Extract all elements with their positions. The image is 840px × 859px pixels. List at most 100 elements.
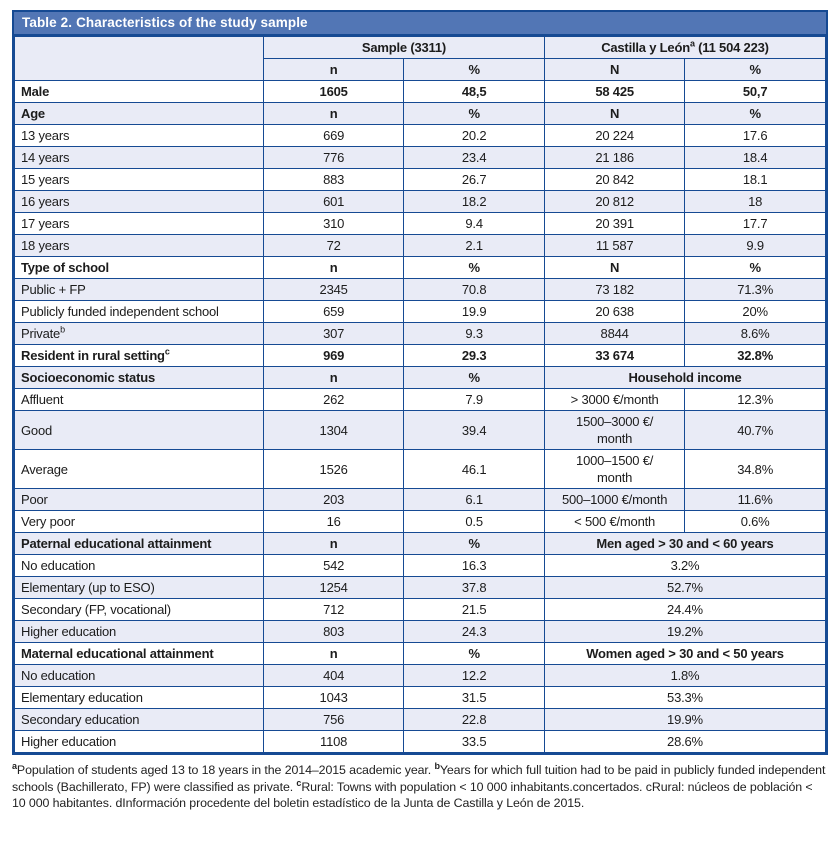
footnote-marker: c — [164, 346, 170, 357]
value-cell: n — [262, 366, 405, 389]
row-label: 15 years — [14, 168, 264, 191]
table-body: Male 1605 48,5 58 425 50,7 Age n% N% 13 years 669… — [14, 80, 827, 753]
span-value-cell: 53.3% — [543, 686, 827, 709]
table-row: Type of school n% N% — [14, 256, 826, 279]
span-value-cell: 19.9% — [543, 708, 827, 731]
value-cell: 542 — [262, 554, 405, 577]
value-cell: 16.3 — [403, 554, 545, 577]
value-cell: 72 — [262, 234, 405, 257]
value-cell: 7.9 — [403, 388, 545, 411]
value-cell: 9.9 — [684, 234, 826, 257]
region-total: (11 504 223) — [694, 40, 769, 55]
value-cell: % — [403, 532, 545, 555]
table-title: Table 2. Characteristics of the study sam… — [14, 12, 826, 36]
value-cell: % — [684, 102, 826, 125]
region-n-header: N — [543, 58, 686, 81]
region-pct-header: % — [684, 58, 826, 81]
row-label: Maternal educational attainment — [14, 642, 264, 665]
value-cell: 20 224 — [543, 124, 686, 147]
span-value-cell: Men aged > 30 and < 60 years — [543, 532, 827, 555]
value-cell: 22.8 — [403, 708, 545, 731]
table-row: Resident in rural settingc 969 29.3 33 674 3… — [14, 344, 826, 367]
value-cell: n — [262, 642, 405, 665]
value-cell: 9.3 — [403, 322, 545, 345]
span-value-cell: 1.8% — [543, 664, 827, 687]
table-row: Elementary (up to ESO) 1254 37.8 52.7% — [14, 576, 827, 599]
value-cell: 34.8% — [684, 449, 826, 489]
value-cell: 262 — [262, 388, 405, 411]
value-cell: 33 674 — [543, 344, 686, 367]
value-cell: n — [262, 102, 405, 125]
value-cell: 20 638 — [543, 300, 686, 323]
value-cell: 50,7 — [684, 80, 826, 103]
row-label: Affluent — [14, 388, 264, 411]
table-row: Higher education 803 24.3 19.2% — [14, 620, 827, 643]
value-cell: 1500–3000 €/month — [543, 410, 686, 450]
row-label: 13 years — [14, 124, 264, 147]
value-cell: 8.6% — [684, 322, 826, 345]
study-sample-table: Table 2. Characteristics of the study sam… — [12, 10, 828, 755]
value-cell: 18 — [684, 190, 826, 213]
footnote-marker: b — [434, 760, 440, 771]
value-cell: 307 — [262, 322, 405, 345]
value-cell: 20 812 — [543, 190, 686, 213]
row-label: 16 years — [14, 190, 264, 213]
value-cell: 48,5 — [403, 80, 545, 103]
value-cell: 24.3 — [403, 620, 545, 643]
value-cell: 1108 — [262, 730, 405, 753]
value-cell: % — [684, 256, 826, 279]
page: Table 2. Characteristics of the study sam… — [12, 10, 828, 811]
table-header: Sample (3311) Castilla y Leóna (11 504 2… — [14, 36, 827, 81]
value-cell: 46.1 — [403, 449, 545, 489]
row-label: Poor — [14, 488, 264, 511]
value-cell: 6.1 — [403, 488, 545, 511]
value-cell: 18.1 — [684, 168, 826, 191]
value-cell: 803 — [262, 620, 405, 643]
span-value-cell: 24.4% — [543, 598, 827, 621]
row-label: Age — [14, 102, 264, 125]
table-row: No education 542 16.3 3.2% — [14, 554, 827, 577]
table-title-text: Characteristics of the study sample — [76, 15, 308, 30]
value-cell: 0.6% — [684, 510, 826, 533]
table-row: 13 years 669 20.2 20 224 17.6 — [14, 124, 826, 147]
row-label: Average — [14, 449, 264, 489]
value-cell: 18.4 — [684, 146, 826, 169]
row-label: Paternal educational attainment — [14, 532, 264, 555]
value-cell: 58 425 — [543, 80, 686, 103]
footnote-marker: a — [12, 760, 17, 771]
value-cell: % — [403, 366, 545, 389]
value-cell: 1043 — [262, 686, 405, 709]
value-cell: 39.4 — [403, 410, 545, 450]
value-cell: % — [403, 642, 545, 665]
table-row: Privateb 307 9.3 8844 8.6% — [14, 322, 826, 345]
value-cell: 776 — [262, 146, 405, 169]
table-row: No education 404 12.2 1.8% — [14, 664, 827, 687]
sub-header-row: n % N % — [15, 58, 826, 81]
table-row: Poor 203 6.1 500–1000 €/month 11.6% — [14, 488, 826, 511]
table-row: Secondary education 756 22.8 19.9% — [14, 708, 827, 731]
value-cell: 21 186 — [543, 146, 686, 169]
table-row: Elementary education 1043 31.5 53.3% — [14, 686, 827, 709]
row-label: Publicly funded independent school — [14, 300, 264, 323]
table-row: 17 years 310 9.4 20 391 17.7 — [14, 212, 826, 235]
span-value-cell: 28.6% — [543, 730, 827, 753]
value-cell: 1000–1500 €/month — [543, 449, 686, 489]
footnote-marker: b — [60, 324, 65, 335]
value-cell: 20.2 — [403, 124, 545, 147]
value-cell: % — [403, 102, 545, 125]
value-cell: 1304 — [262, 410, 405, 450]
value-cell: 20 842 — [543, 168, 686, 191]
value-cell: 12.3% — [684, 388, 826, 411]
sample-group-header: Sample (3311) — [262, 36, 545, 59]
value-cell: 20 391 — [543, 212, 686, 235]
row-label: Higher education — [14, 730, 264, 753]
value-cell: < 500 €/month — [543, 510, 686, 533]
sample-pct-header: % — [403, 58, 545, 81]
value-cell: n — [262, 256, 405, 279]
value-cell: 310 — [262, 212, 405, 235]
value-cell: 19.9 — [403, 300, 545, 323]
table-footnote: aPopulation of students aged 13 to 18 ye… — [12, 760, 826, 811]
row-label: Elementary education — [14, 686, 264, 709]
value-cell: 756 — [262, 708, 405, 731]
value-cell: 12.2 — [403, 664, 545, 687]
